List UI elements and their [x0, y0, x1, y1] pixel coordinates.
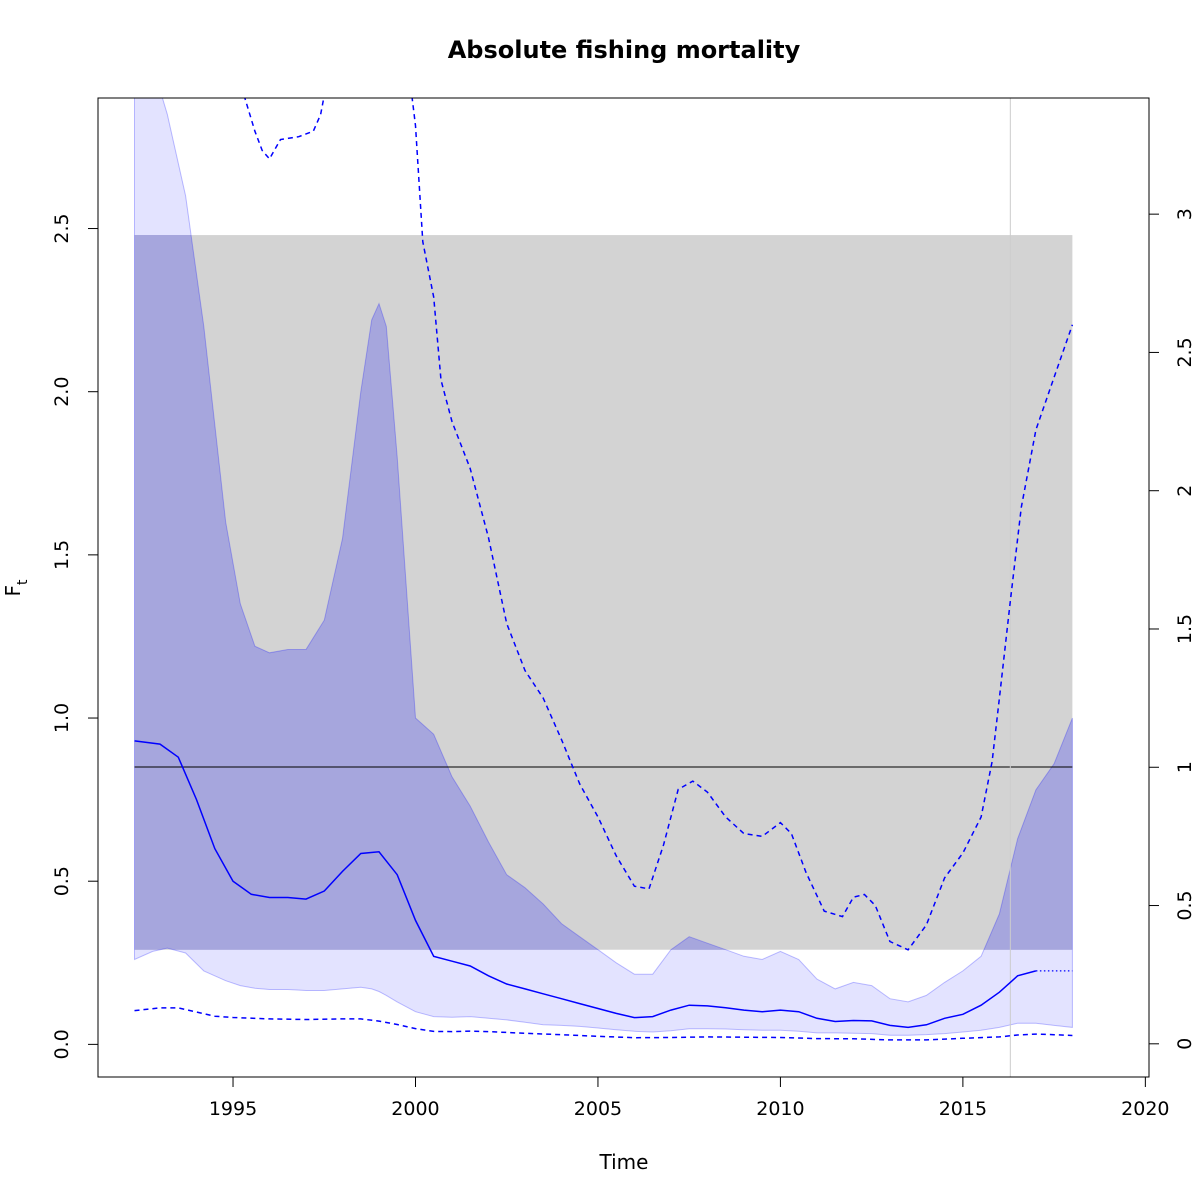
x-tick-label: 2010: [756, 1098, 804, 1120]
x-axis-label: Time: [599, 1150, 649, 1174]
series-estimate: [134, 740, 1037, 1029]
x-axis: 1995 2000 2005 2010 2015 2020: [209, 1076, 1170, 1120]
y2-tick-label: 1.5: [1174, 614, 1196, 644]
x-tick-label: 2000: [391, 1098, 439, 1120]
y2-tick-label: 0.5: [1174, 890, 1196, 920]
y-axis-right: 0 0.5 1 1.5 2 2.5 3: [1148, 208, 1196, 1050]
y-tick-label: 1.5: [51, 540, 73, 570]
y-tick-label: 1.0: [51, 703, 73, 733]
x-tick-label: 1995: [209, 1098, 257, 1120]
series-layer: [134, 98, 1074, 1041]
series-secondary-upper: [244, 98, 1074, 951]
y2-tick-label: 3: [1174, 208, 1196, 220]
confidence-band: [134, 98, 1073, 1036]
x-tick-label: 2015: [939, 1098, 987, 1120]
y2-tick-label: 2.5: [1174, 337, 1196, 367]
x-tick-label: 2005: [574, 1098, 622, 1120]
y-axis-left: 0.0 0.5 1.0 1.5 2.0 2.5: [51, 213, 99, 1059]
y-tick-label: 2.0: [51, 377, 73, 407]
y-tick-label: 0.0: [51, 1029, 73, 1059]
chart-title: Absolute fishing mortality: [448, 36, 801, 64]
y2-tick-label: 0: [1174, 1038, 1196, 1050]
y-tick-label: 2.5: [51, 213, 73, 243]
y2-tick-label: 1: [1174, 761, 1196, 773]
x-tick-label: 2020: [1121, 1098, 1169, 1120]
y2-tick-label: 2: [1174, 485, 1196, 497]
plot-area: [134, 98, 1074, 1077]
y-tick-label: 0.5: [51, 866, 73, 896]
y-axis-label: Ft: [1, 579, 31, 597]
band-region-overlap: [134, 235, 1073, 950]
svg-text:Ft: Ft: [1, 579, 31, 597]
y-axis-label-subscript: t: [15, 579, 31, 585]
band-overlap-fill: [134, 235, 1073, 950]
y-axis-label-main: F: [1, 585, 25, 597]
